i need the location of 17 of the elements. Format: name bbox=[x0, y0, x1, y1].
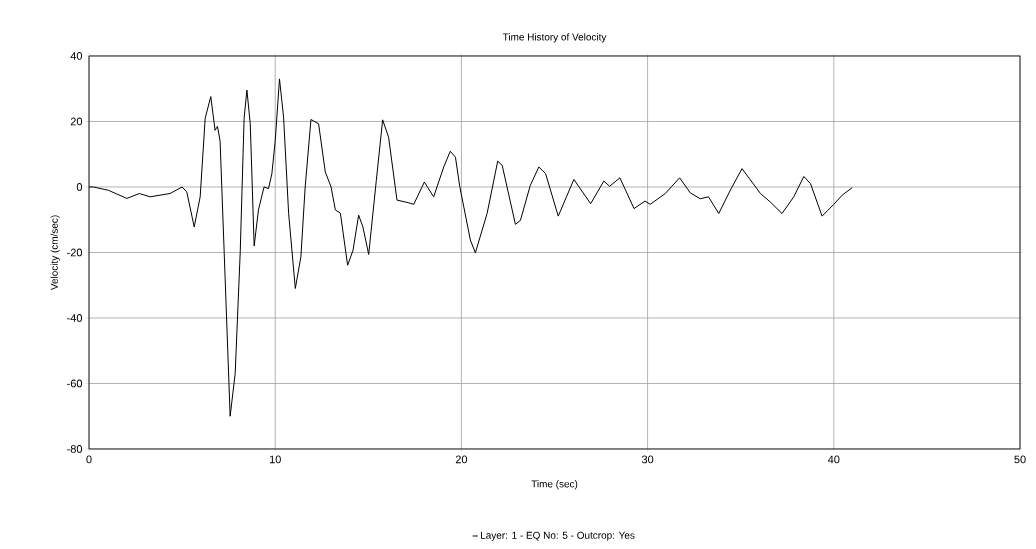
x-tick-label: 40 bbox=[827, 455, 840, 464]
x-tick-label: 30 bbox=[641, 455, 654, 464]
x-axis-title: Time (sec) bbox=[531, 480, 578, 490]
y-tick-label: -20 bbox=[67, 248, 83, 257]
x-tick-label: 0 bbox=[86, 455, 92, 464]
x-tick-label: 20 bbox=[455, 455, 468, 464]
legend-label: Layer: 1 - EQ No: 5 - Outcrop: Yes bbox=[481, 531, 635, 541]
y-tick-label: 20 bbox=[70, 117, 83, 126]
chart-title: Time History of Velocity bbox=[502, 33, 607, 43]
x-tick-label: 50 bbox=[1014, 455, 1026, 464]
y-tick-label: 40 bbox=[70, 52, 83, 60]
y-axis-title: Velocity (cm/sec) bbox=[50, 215, 60, 291]
y-tick-label: -80 bbox=[67, 445, 83, 453]
y-tick-label: -40 bbox=[67, 314, 83, 322]
x-tick-label: 10 bbox=[269, 455, 281, 464]
y-tick-label: 0 bbox=[76, 183, 83, 191]
y-tick-label: -60 bbox=[67, 379, 83, 388]
